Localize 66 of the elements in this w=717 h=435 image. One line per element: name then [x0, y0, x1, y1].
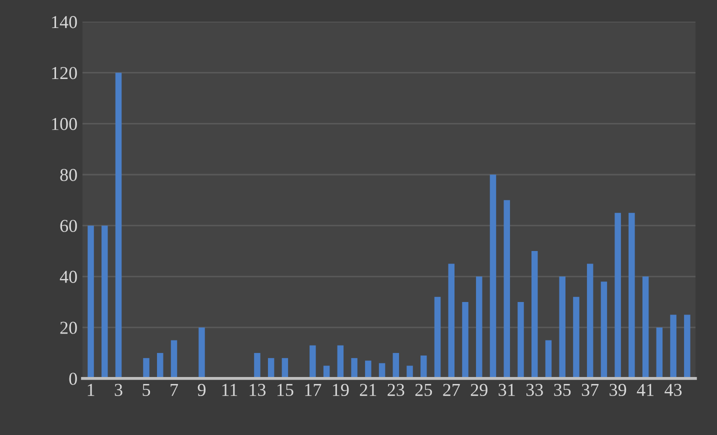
- bar: [170, 340, 178, 378]
- bar: [448, 264, 455, 378]
- x-tick-label: 27: [443, 384, 460, 396]
- bar: [531, 251, 538, 378]
- bar: [504, 200, 510, 378]
- bar: [628, 212, 635, 378]
- bar: [642, 276, 649, 378]
- x-tick-label: 35: [554, 384, 571, 396]
- x-tick-label: 41: [636, 384, 654, 396]
- y-tick-label: 80: [60, 168, 77, 182]
- bar: [337, 345, 344, 378]
- bar: [268, 358, 274, 378]
- bar: [518, 302, 524, 378]
- bar: [310, 345, 316, 378]
- bar: [392, 352, 400, 378]
- bar: [254, 352, 260, 378]
- bar: [406, 366, 413, 378]
- x-tick-label: 43: [664, 384, 682, 396]
- x-tick-label: 37: [582, 384, 599, 396]
- x-tick-label: 21: [360, 384, 376, 396]
- x-tick-label: 29: [470, 384, 488, 396]
- bar: [102, 226, 108, 378]
- bar: [684, 314, 690, 378]
- bar: [115, 72, 122, 378]
- x-tick-label: 13: [250, 384, 266, 396]
- y-tick-label: 120: [52, 66, 77, 80]
- bar: [586, 264, 594, 378]
- x-tick-label: 25: [415, 384, 432, 396]
- x-tick-label: 9: [198, 384, 206, 396]
- x-tick-label: 23: [388, 384, 404, 396]
- y-tick-label: 140: [52, 16, 77, 28]
- bar: [282, 358, 288, 378]
- bar: [656, 327, 663, 378]
- y-tick-label: 60: [60, 220, 77, 232]
- bar: [462, 302, 468, 378]
- y-tick-label: 40: [60, 270, 77, 283]
- bar: [476, 276, 482, 378]
- y-tick-label: 20: [60, 322, 77, 334]
- y-tick-label: 0: [69, 372, 77, 385]
- bar: [559, 276, 566, 378]
- bar: [600, 282, 608, 378]
- bar: [490, 174, 496, 378]
- bar: [351, 358, 358, 378]
- y-tick-label: 100: [52, 118, 77, 130]
- x-tick-label: 31: [498, 384, 515, 396]
- bar: [143, 358, 150, 378]
- bar: [157, 352, 164, 378]
- bar: [545, 340, 552, 378]
- x-tick-label: 39: [610, 384, 626, 396]
- bar: [420, 356, 427, 378]
- x-tick-label: 5: [142, 384, 150, 396]
- x-tick-label: 1: [88, 384, 94, 396]
- x-tick-label: 3: [114, 384, 122, 396]
- bar: [365, 360, 372, 378]
- bar: [614, 212, 621, 378]
- bar: [88, 226, 94, 378]
- bar: [670, 314, 676, 378]
- x-tick-label: 15: [278, 384, 294, 396]
- x-tick-label: 11: [222, 384, 238, 396]
- bar: [198, 327, 205, 378]
- x-tick-label: 33: [526, 384, 543, 396]
- x-tick-label: 7: [170, 384, 178, 396]
- bar: [434, 296, 441, 378]
- bar: [573, 296, 580, 378]
- x-tick-label: 19: [332, 384, 349, 396]
- x-tick-label: 17: [305, 384, 322, 396]
